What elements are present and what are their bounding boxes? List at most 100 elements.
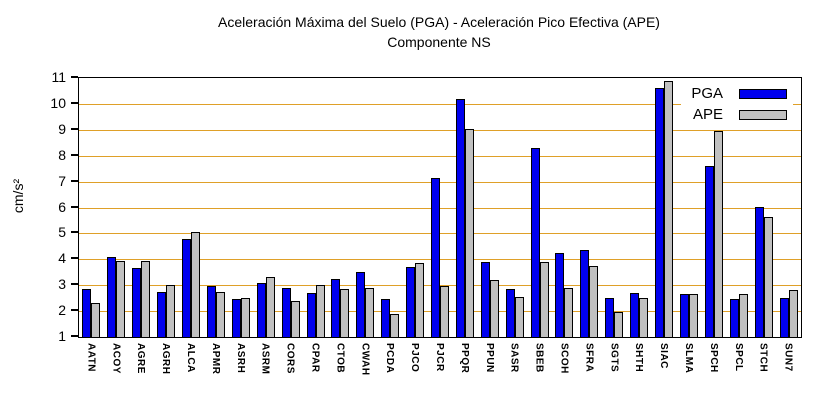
bar-ape-sun7 bbox=[788, 290, 798, 337]
legend-label-ape: APE bbox=[692, 106, 723, 123]
y-tick-label: 7 bbox=[58, 172, 66, 189]
bar-pga-cpar bbox=[306, 293, 316, 337]
y-tick-mark bbox=[71, 257, 78, 260]
y-tick-mark bbox=[71, 101, 78, 104]
x-tick-label-sbeb: SBEB bbox=[533, 343, 545, 373]
bar-ape-cpar bbox=[315, 285, 325, 337]
y-tick-mark bbox=[71, 335, 78, 337]
bar-group-pcda bbox=[378, 78, 403, 337]
legend-row-pga: PGA bbox=[691, 83, 787, 104]
bar-ape-scoh bbox=[564, 288, 574, 337]
bar-group-siac bbox=[652, 78, 677, 337]
bar-pga-asrm bbox=[256, 283, 266, 337]
gridline bbox=[79, 259, 801, 261]
bar-group-spch bbox=[701, 78, 726, 337]
bar-ape-stch bbox=[763, 217, 773, 337]
bar-ape-asrm bbox=[265, 277, 275, 337]
y-tick-label: 11 bbox=[51, 69, 66, 85]
bar-pga-stch bbox=[754, 207, 764, 337]
bar-pga-cors bbox=[281, 288, 291, 337]
bar-group-ppun bbox=[477, 78, 502, 337]
bar-pga-cwah bbox=[356, 272, 366, 337]
bar-ape-acoy bbox=[116, 261, 126, 337]
y-tick-mark bbox=[71, 231, 78, 234]
x-tick-label-agrh: AGRH bbox=[160, 343, 172, 375]
bar-ape-aatn bbox=[91, 303, 101, 337]
bar-ape-agrh bbox=[166, 285, 176, 337]
bar-ape-spcl bbox=[738, 294, 748, 337]
chart-subtitle: Componente NS bbox=[387, 34, 491, 50]
x-tick-label-sasr: SASR bbox=[508, 343, 520, 373]
x-tick-label-siac: SIAC bbox=[658, 343, 670, 369]
bar-pga-acoy bbox=[107, 257, 117, 337]
bar-ape-alca bbox=[191, 232, 201, 337]
bar-ape-cwah bbox=[365, 288, 375, 337]
bar-ape-siac bbox=[664, 81, 674, 337]
bar-group-pjco bbox=[403, 78, 428, 337]
x-tick-label-cors: CORS bbox=[284, 343, 296, 374]
x-tick-label-aatn: AATN bbox=[85, 343, 97, 373]
bar-ape-cors bbox=[290, 301, 300, 337]
y-tick-mark bbox=[71, 283, 78, 286]
bar-group-scoh bbox=[552, 78, 577, 337]
bar-group-sfra bbox=[577, 78, 602, 337]
bar-group-cpar bbox=[303, 78, 328, 337]
bar-group-sun7 bbox=[776, 78, 801, 337]
y-tick-label: 10 bbox=[50, 94, 66, 111]
bar-group-stch bbox=[751, 78, 776, 337]
bar-ape-agre bbox=[141, 261, 151, 337]
y-tick-mark bbox=[71, 127, 78, 130]
y-tick-mark bbox=[71, 205, 78, 208]
bar-ape-sfra bbox=[589, 266, 599, 337]
bar-group-cors bbox=[278, 78, 303, 337]
bar-pga-sasr bbox=[505, 289, 515, 337]
bar-group-alca bbox=[179, 78, 204, 337]
y-tick-label: 6 bbox=[58, 198, 66, 215]
bar-ape-shth bbox=[639, 298, 649, 337]
bar-pga-pcda bbox=[381, 299, 391, 337]
gridline bbox=[79, 129, 801, 131]
x-tick-label-apmr: APMR bbox=[209, 343, 221, 375]
x-tick-label-sfra: SFRA bbox=[583, 343, 595, 373]
x-tick-label-ctob: CTOB bbox=[334, 343, 346, 374]
x-tick-label-cwah: CWAH bbox=[359, 343, 371, 376]
bar-ape-sgts bbox=[614, 312, 624, 337]
bar-ape-pcda bbox=[390, 314, 400, 337]
x-tick-label-stch: STCH bbox=[757, 343, 769, 373]
y-tick-label: 8 bbox=[58, 146, 66, 163]
bar-ape-asrh bbox=[240, 298, 250, 337]
bar-pga-ppqr bbox=[455, 99, 465, 337]
bar-pga-ctob bbox=[331, 279, 341, 337]
gridline bbox=[79, 233, 801, 235]
bar-group-spcl bbox=[726, 78, 751, 337]
x-tick-label-ppun: PPUN bbox=[483, 343, 495, 373]
y-tick-label: 1 bbox=[58, 328, 66, 344]
bar-ape-ppun bbox=[489, 280, 499, 337]
bar-pga-asrh bbox=[231, 299, 241, 337]
bar-pga-pjcr bbox=[430, 178, 440, 337]
bar-pga-spch bbox=[704, 166, 714, 337]
x-tick-label-pjco: PJCO bbox=[409, 343, 421, 373]
x-tick-label-cpar: CPAR bbox=[309, 343, 321, 373]
y-tick-label: 4 bbox=[58, 250, 66, 267]
x-tick-label-pjcr: PJCR bbox=[434, 343, 445, 372]
y-tick-label: 2 bbox=[58, 302, 66, 319]
bar-group-aatn bbox=[79, 78, 104, 337]
x-tick-label-spch: SPCH bbox=[707, 343, 719, 373]
bar-pga-apmr bbox=[206, 286, 216, 337]
x-tick-label-asrh: ASRH bbox=[234, 343, 246, 374]
y-tick-label: 9 bbox=[58, 120, 66, 137]
bar-ape-slma bbox=[688, 294, 698, 337]
bar-group-sbeb bbox=[527, 78, 552, 337]
bar-group-slma bbox=[677, 78, 702, 337]
legend-swatch-pga bbox=[739, 88, 787, 99]
y-tick-mark bbox=[71, 153, 78, 156]
y-tick-label: 3 bbox=[58, 276, 66, 293]
legend-swatch-ape bbox=[739, 109, 787, 120]
gridline bbox=[79, 285, 801, 287]
bar-group-agre bbox=[129, 78, 154, 337]
bar-pga-shth bbox=[630, 293, 640, 337]
x-tick-label-shth: SHTH bbox=[633, 343, 645, 373]
bar-pga-siac bbox=[655, 88, 665, 337]
